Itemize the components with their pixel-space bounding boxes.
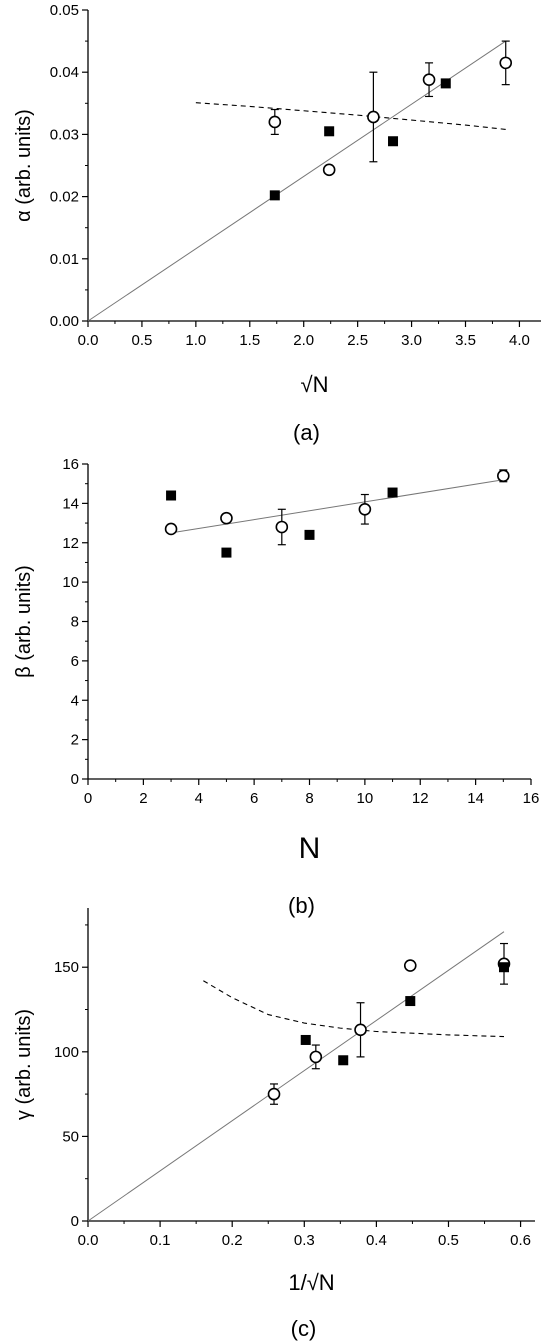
open-circle-point: [358, 502, 372, 516]
filled-square-point: [405, 996, 416, 1007]
y-tick-label: 12: [62, 535, 79, 552]
y-tick-label: 150: [54, 959, 79, 976]
x-axis-label: 1/√N: [288, 1270, 334, 1295]
x-tick-label: 4.0: [509, 332, 530, 349]
open-circle-point: [220, 511, 233, 525]
panel-label: (a): [293, 420, 320, 445]
y-tick-label: 6: [71, 653, 79, 670]
panel-a: 0.0 0.5 1.0 1.5 2.0 2.5 3.0 3.5 4.0 0.00 0.01 0.02 0…: [13, 2, 541, 445]
x-tick-label: 0.5: [438, 1232, 459, 1249]
x-tick-label: 1.5: [239, 332, 260, 349]
open-circle-point: [268, 115, 282, 129]
x-tick-label: 4: [195, 790, 203, 807]
y-axis-label: β (arb. units): [13, 565, 35, 678]
filled-square-point: [498, 962, 509, 973]
panel-label: (c): [291, 1316, 317, 1341]
open-circle-point: [164, 522, 178, 536]
x-tick-label: 2.0: [293, 332, 314, 349]
y-tick-label: 0.02: [50, 189, 79, 206]
x-tick-label: 2.5: [347, 332, 368, 349]
filled-square-point: [338, 1055, 349, 1066]
y-tick-label: 0.00: [50, 313, 79, 330]
open-circle-point: [322, 163, 336, 177]
y-tick-label: 0: [71, 1213, 79, 1230]
x-tick-label: 0.0: [78, 332, 99, 349]
panel-b: 0 2 4 6 8 10 12 14 16 0 2 4 6 8 10 12 14 16 Nβ (arb. units…: [13, 456, 539, 918]
y-axis-label: γ (arb. units): [13, 1009, 35, 1120]
x-tick-label: 2: [139, 790, 147, 807]
fit-line: [87, 931, 505, 1222]
open-circle-point: [367, 110, 380, 124]
panel-label: (b): [288, 893, 315, 918]
fit-line: [170, 479, 504, 534]
y-tick-label: 0.03: [50, 126, 79, 143]
x-axis-label: √N: [301, 372, 329, 397]
open-circle-point: [354, 1023, 367, 1037]
x-tick-label: 3.0: [401, 332, 422, 349]
open-circle-point: [499, 56, 513, 70]
x-tick-label: 0.6: [510, 1232, 531, 1249]
x-tick-label: 14: [467, 790, 484, 807]
x-axis-label: N: [299, 832, 321, 865]
open-circle-point: [403, 959, 417, 972]
open-circle-point: [497, 469, 510, 483]
x-tick-label: 0.1: [150, 1232, 171, 1249]
y-tick-label: 0.05: [50, 2, 79, 19]
y-tick-label: 8: [71, 614, 79, 631]
y-tick-label: 0: [71, 771, 79, 788]
x-tick-label: 0.2: [222, 1232, 243, 1249]
filled-square-point: [388, 136, 399, 147]
y-axis-label: α (arb. units): [13, 109, 35, 222]
x-tick-label: 6: [250, 790, 258, 807]
x-tick-label: 0.3: [294, 1232, 315, 1249]
y-tick-label: 50: [62, 1128, 79, 1145]
model-dashed-curve: [195, 102, 506, 130]
x-tick-label: 12: [412, 790, 429, 807]
x-tick-label: 0.5: [131, 332, 152, 349]
filled-square-point: [324, 126, 335, 137]
filled-square-point: [304, 529, 315, 540]
x-tick-label: 8: [305, 790, 313, 807]
x-tick-label: 0: [84, 790, 92, 807]
y-tick-label: 0.01: [50, 251, 79, 268]
y-tick-label: 2: [71, 732, 79, 749]
y-tick-label: 16: [62, 456, 79, 473]
x-tick-label: 0.4: [366, 1232, 387, 1249]
panel-c: 0.0 0.1 0.2 0.3 0.4 0.5 0.6 0 50 100 150 1/√N γ (arb…: [13, 908, 535, 1341]
filled-square-point: [300, 1034, 311, 1045]
y-tick-label: 100: [54, 1044, 79, 1061]
x-tick-label: 16: [523, 790, 540, 807]
y-tick-label: 4: [71, 692, 79, 709]
filled-square-point: [440, 78, 451, 89]
x-tick-label: 1.0: [185, 332, 206, 349]
y-tick-label: 10: [62, 574, 79, 591]
open-circle-point: [422, 73, 436, 86]
x-tick-label: 0.0: [78, 1232, 99, 1249]
filled-square-point: [269, 190, 280, 201]
open-circle-point: [275, 520, 289, 534]
model-dashed-curve: [203, 980, 505, 1038]
x-tick-label: 3.5: [455, 332, 476, 349]
open-circle-point: [267, 1087, 281, 1101]
filled-square-point: [387, 487, 398, 498]
fit-line: [87, 40, 507, 322]
y-tick-label: 0.04: [50, 64, 79, 81]
y-tick-label: 14: [62, 495, 79, 512]
x-tick-label: 10: [357, 790, 374, 807]
open-circle-point: [309, 1050, 323, 1064]
filled-square-point: [166, 490, 177, 501]
filled-square-point: [221, 547, 232, 558]
